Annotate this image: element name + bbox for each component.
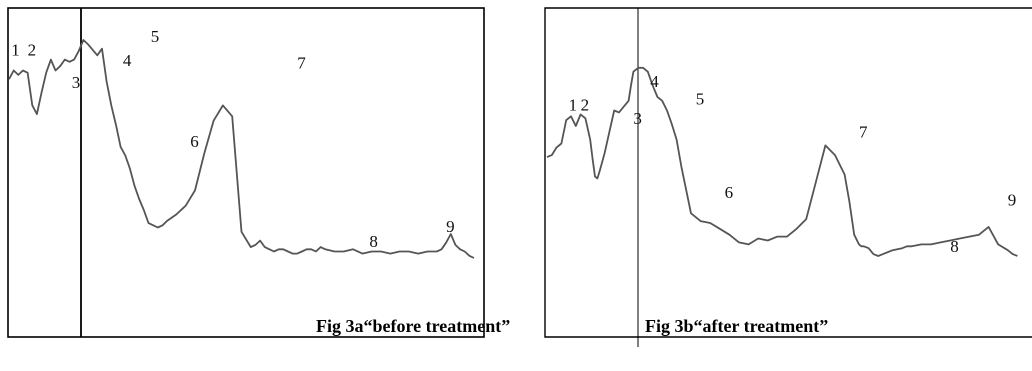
peak-label-b-4: 4 xyxy=(650,72,659,91)
peak-label-a-7: 7 xyxy=(297,53,306,72)
plot-frame-a xyxy=(7,7,485,338)
peak-label-b-3: 3 xyxy=(633,109,642,128)
peak-label-a-1: 1 xyxy=(11,40,19,59)
peak-label-b-7: 7 xyxy=(859,123,868,142)
peak-label-a-9: 9 xyxy=(446,217,455,236)
peak-label-b-2: 2 xyxy=(581,96,590,115)
peak-label-b-9: 9 xyxy=(1008,191,1017,210)
peak-label-a-4: 4 xyxy=(123,51,132,70)
peak-label-b-8: 8 xyxy=(950,237,959,256)
spectrum-line-a xyxy=(8,39,475,259)
caption-fig-3b: Fig 3b“after treatment” xyxy=(645,316,829,336)
plot-frame-b xyxy=(544,7,1032,338)
peak-label-a-3: 3 xyxy=(72,73,81,92)
peak-label-a-2: 2 xyxy=(28,40,36,59)
peak-label-b-6: 6 xyxy=(725,183,734,202)
spectrum-line-b xyxy=(546,66,1018,257)
peak-label-a-6: 6 xyxy=(190,132,199,151)
peak-label-b-5: 5 xyxy=(696,90,705,109)
peak-label-a-5: 5 xyxy=(151,27,160,46)
peak-label-b-1: 1 xyxy=(569,96,578,115)
caption-fig-3a: Fig 3a“before treatment” xyxy=(316,316,511,336)
peak-label-a-8: 8 xyxy=(369,232,378,251)
